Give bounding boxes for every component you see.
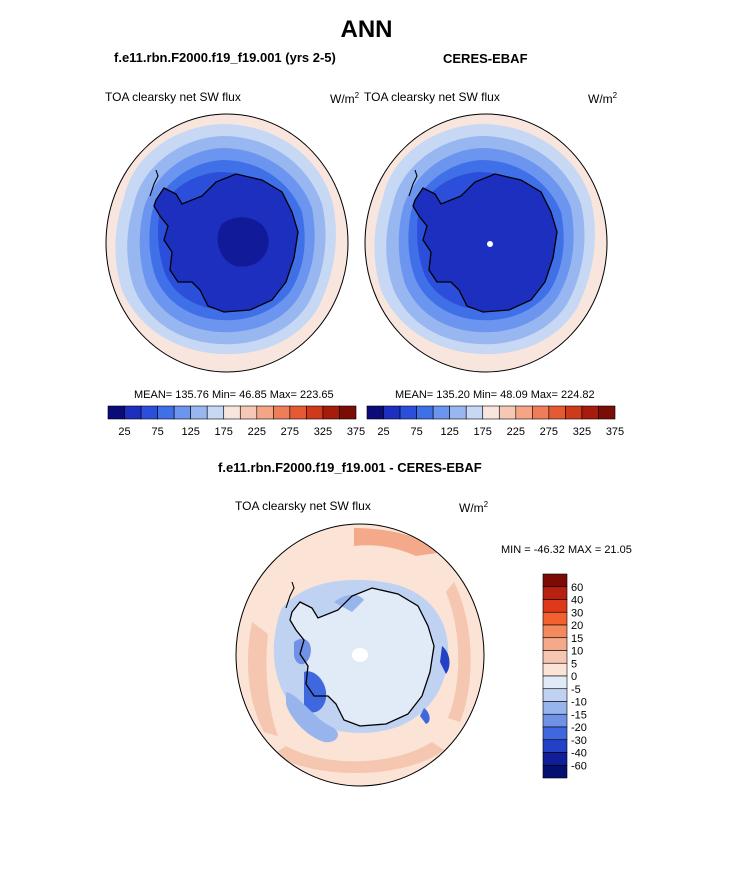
panel1-colorbar-box — [190, 405, 208, 420]
panel3-colorbar-label: 10 — [571, 646, 583, 658]
panel2-colorbar-label: 275 — [540, 426, 558, 438]
panel1-colorbar-label: 175 — [215, 426, 233, 438]
panel2-colorbar: 25 75 125 175 225 275 325 375 — [366, 405, 624, 438]
panel1-colorbar-box — [206, 405, 225, 420]
panel2-colorbar-label: 25 — [377, 426, 389, 438]
panel1-colorbar-box — [256, 405, 274, 420]
panel3-colorbar-box — [542, 726, 568, 741]
panel2-case-title: CERES-EBAF — [443, 51, 528, 66]
panel3-colorbar-box — [542, 650, 568, 664]
panel3-variable-label: TOA clearsky net SW flux — [235, 499, 371, 513]
panel2-variable-label: TOA clearsky net SW flux — [364, 90, 500, 104]
panel3-map — [235, 523, 485, 787]
panel2-map — [364, 113, 608, 373]
panel1-colorbar: 25 75 125 175 225 275 325 375 — [107, 405, 365, 438]
panel2-colorbar-box — [548, 405, 566, 420]
panel3-colorbar-label: -40 — [571, 748, 587, 760]
panel3-colorbar-box — [542, 637, 568, 651]
panel1-colorbar-box — [239, 405, 258, 420]
figure-title: ANN — [340, 16, 393, 43]
panel2-units: W/m2 — [588, 91, 618, 106]
panel1-colorbar-box — [124, 405, 142, 420]
panel1-variable-label: TOA clearsky net SW flux — [105, 90, 241, 104]
panel1-colorbar-box — [306, 405, 324, 420]
panel1-units: W/m2 — [330, 91, 360, 106]
panel1-colorbar-box — [322, 405, 340, 420]
panel1-colorbar-box — [173, 405, 191, 420]
panel3-colorbar-label: 5 — [571, 658, 577, 670]
panel2-colorbar-label: 75 — [410, 426, 422, 438]
panel3-colorbar-box — [542, 752, 568, 766]
panel3-colorbar-label: 60 — [571, 582, 583, 594]
panel1-colorbar-label: 25 — [118, 426, 130, 438]
panel2-colorbar-box — [432, 405, 450, 420]
panel1-colorbar-box — [289, 405, 307, 420]
panel2-stats: MEAN= 135.20 Min= 48.09 Max= 224.82 — [395, 389, 595, 401]
panel2-colorbar-box — [416, 405, 434, 420]
panel2-colorbar-box — [598, 405, 616, 420]
panel3-colorbar-box — [542, 701, 568, 715]
panel3-colorbar-box — [542, 739, 568, 753]
panel3-colorbar-label: -15 — [571, 709, 587, 721]
panel1-colorbar-label: 225 — [248, 426, 266, 438]
panel3-colorbar-box — [542, 675, 568, 690]
panel3-colorbar-box — [542, 611, 568, 626]
panel1-colorbar-label: 375 — [347, 426, 365, 438]
panel1-colorbar-label: 325 — [314, 426, 332, 438]
panel1-colorbar-box — [140, 405, 158, 420]
panel2-colorbar-box — [565, 405, 583, 420]
panel3-colorbar-box — [542, 624, 568, 639]
panel2-colorbar-box — [383, 405, 401, 420]
panel1-colorbar-box — [339, 405, 357, 420]
panel2-colorbar-box — [498, 405, 517, 420]
panel3-colorbar-label: 0 — [571, 671, 577, 683]
panel3-colorbar-label: 40 — [571, 595, 583, 607]
panel3-colorbar-label: -30 — [571, 735, 587, 747]
panel3-colorbar-box — [542, 599, 568, 613]
panel3-colorbar-box — [542, 573, 568, 588]
panel2-colorbar-label: 125 — [440, 426, 458, 438]
panel3-colorbar-label: -20 — [571, 722, 587, 734]
panel1-colorbar-label: 75 — [151, 426, 163, 438]
panel3-colorbar-label: 15 — [571, 633, 583, 645]
panel1-case-title: f.e11.rbn.F2000.f19_f19.001 (yrs 2-5) — [114, 50, 336, 65]
panel1-colorbar-label: 275 — [281, 426, 299, 438]
panel3-colorbar-label: -5 — [571, 684, 581, 696]
panel3-case-title: f.e11.rbn.F2000.f19_f19.001 - CERES-EBAF — [218, 460, 482, 475]
panel2-colorbar-box — [515, 405, 533, 420]
panel3-colorbar-label: -60 — [571, 760, 587, 772]
panel1-map — [105, 113, 349, 373]
panel3-colorbar-box — [542, 688, 568, 702]
panel3-colorbar-box — [542, 586, 568, 600]
panel3-colorbar-label: 30 — [571, 607, 583, 619]
panel3-colorbar-label: 20 — [571, 620, 583, 632]
panel2-colorbar-box — [399, 405, 417, 420]
panel3-stats: MIN = -46.32 MAX = 21.05 — [501, 544, 632, 556]
panel2-colorbar-box — [366, 405, 384, 420]
panel1-colorbar-label: 125 — [181, 426, 199, 438]
panel2-colorbar-box — [581, 405, 599, 420]
panel3-colorbar-box — [542, 662, 568, 677]
panel1-stats: MEAN= 135.76 Min= 46.85 Max= 223.65 — [134, 389, 334, 401]
panel2-colorbar-label: 175 — [474, 426, 492, 438]
panel2-colorbar-box — [532, 405, 550, 420]
panel3-colorbar-box — [542, 713, 568, 728]
panel2-colorbar-box — [465, 405, 484, 420]
panel1-colorbar-box — [157, 405, 175, 420]
panel1-colorbar-box — [273, 405, 291, 420]
panel2-colorbar-label: 375 — [606, 426, 624, 438]
panel3-units: W/m2 — [459, 500, 489, 515]
panel2-colorbar-box — [482, 405, 500, 420]
panel3-colorbar-box — [542, 764, 568, 779]
panel2-colorbar-label: 225 — [507, 426, 525, 438]
panel3-colorbar-label: -10 — [571, 697, 587, 709]
panel1-colorbar-box — [107, 405, 125, 420]
panel1-colorbar-box — [223, 405, 241, 420]
panel2-colorbar-box — [449, 405, 467, 420]
panel2-colorbar-label: 325 — [573, 426, 591, 438]
